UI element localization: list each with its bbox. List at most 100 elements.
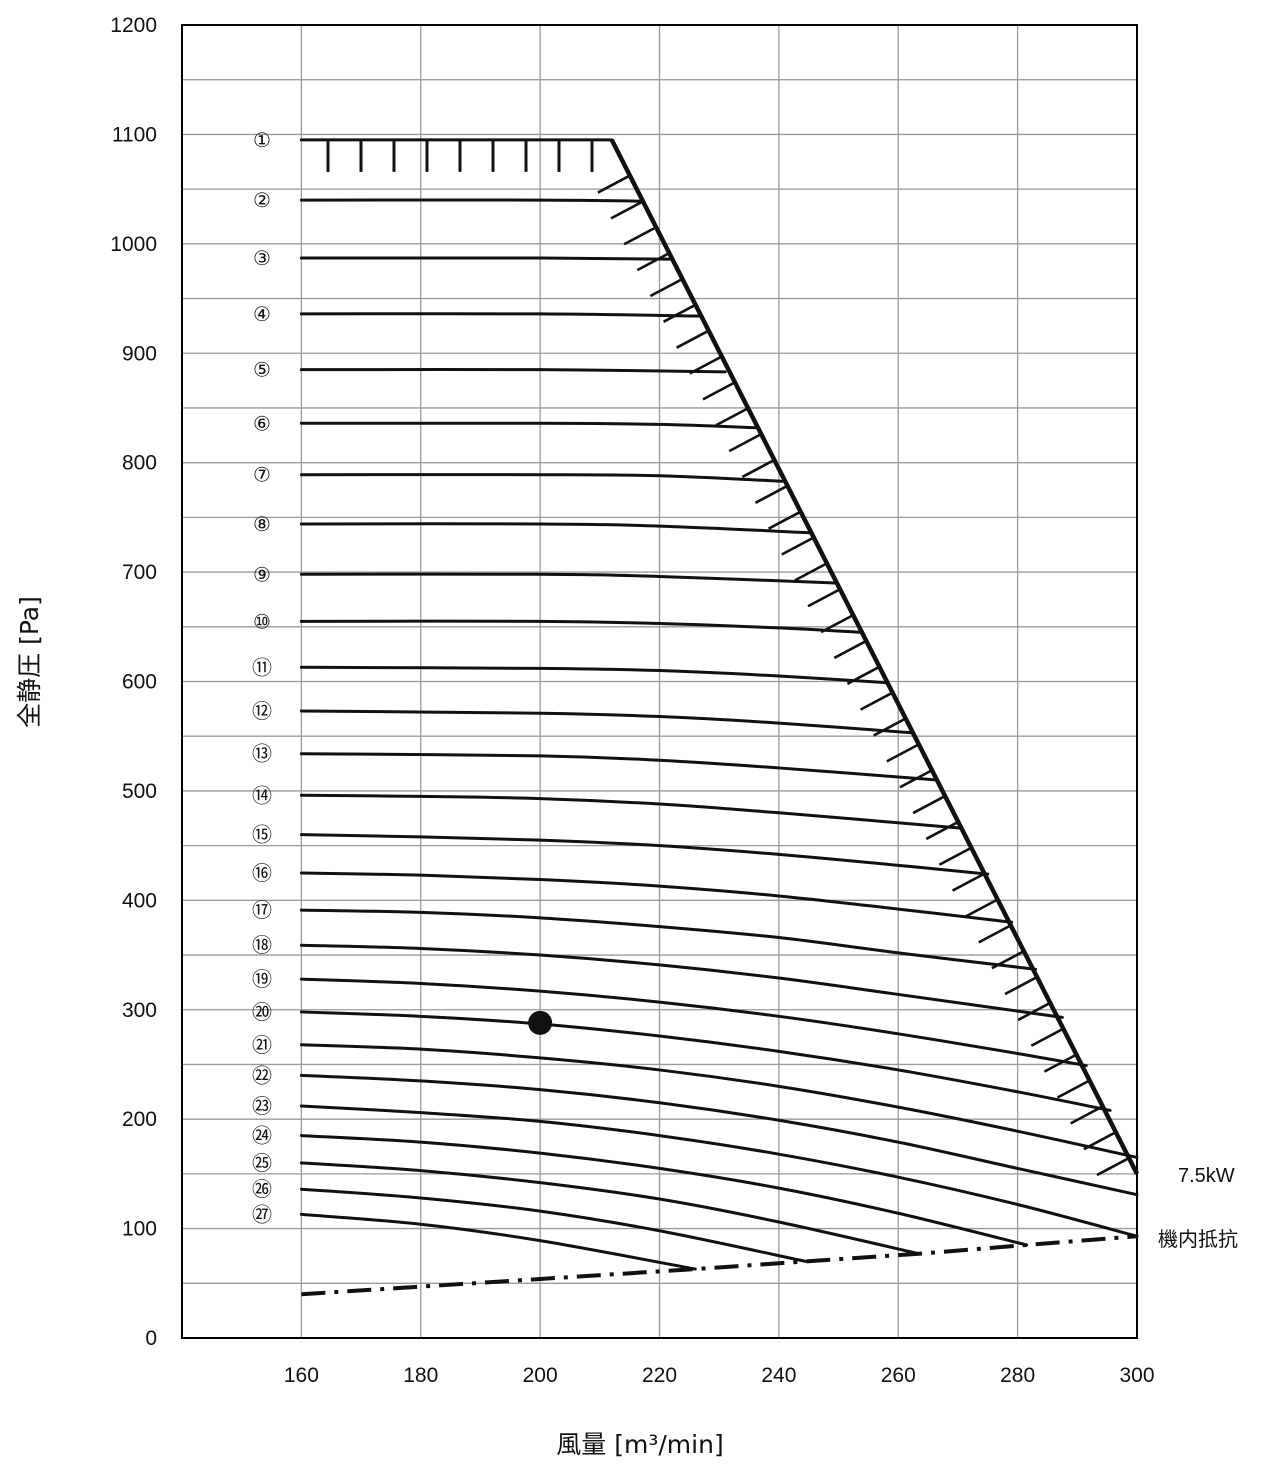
curve-line bbox=[299, 619, 861, 634]
curve-number-label: ㉓ bbox=[252, 1094, 272, 1118]
hatch-mark bbox=[623, 226, 657, 246]
y-tick-label: 600 bbox=[122, 671, 157, 694]
curve-number-label: ⑰ bbox=[252, 898, 272, 922]
resistance-line bbox=[301, 1234, 1138, 1297]
hatch-mark bbox=[715, 407, 749, 427]
curve-number-label: ⑨ bbox=[253, 562, 271, 586]
hatch-mark bbox=[807, 588, 841, 608]
hatch-mark bbox=[938, 846, 972, 866]
y-tick-label: 700 bbox=[122, 561, 157, 584]
curve-number-label: ⑤ bbox=[253, 358, 271, 382]
x-tick-label: 240 bbox=[761, 1364, 796, 1387]
plot-frame bbox=[181, 24, 1138, 1339]
internal-resistance-line bbox=[301, 1234, 1138, 1297]
curve-number-label: ㉔ bbox=[252, 1124, 272, 1148]
curve-number-label: ⑯ bbox=[252, 861, 272, 885]
hatch-mark bbox=[794, 562, 828, 582]
curve-number-label: ㉗ bbox=[252, 1202, 272, 1226]
curve-line bbox=[299, 312, 700, 318]
y-tick-label: 1100 bbox=[112, 123, 157, 146]
y-tick-label: 1000 bbox=[110, 233, 157, 256]
x-tick-label: 300 bbox=[1119, 1364, 1154, 1387]
hatch-mark bbox=[873, 717, 907, 737]
curve-number-label: ① bbox=[253, 128, 271, 152]
hatch-mark bbox=[702, 381, 736, 401]
curve-line bbox=[299, 421, 757, 430]
hatch-mark bbox=[820, 613, 854, 634]
curve-number-label: ⑦ bbox=[253, 463, 271, 487]
y-tick-label: 0 bbox=[145, 1327, 157, 1350]
hatch-mark bbox=[1030, 1027, 1064, 1047]
y-tick-label: 200 bbox=[122, 1108, 157, 1131]
curve-line bbox=[299, 833, 990, 876]
curve-line bbox=[299, 522, 811, 535]
curve-line bbox=[299, 1043, 1139, 1159]
hatch-mark bbox=[899, 769, 933, 789]
curve-number-label: ⑳ bbox=[252, 1000, 272, 1024]
curve-line bbox=[299, 572, 838, 585]
hatch-mark bbox=[767, 510, 802, 530]
curve-line bbox=[299, 943, 1064, 1019]
hatch-mark bbox=[754, 484, 789, 504]
hatch-mark bbox=[991, 950, 1025, 970]
x-tick-label: 160 bbox=[284, 1364, 319, 1387]
curve-number-label: ⑫ bbox=[252, 699, 272, 723]
hatch-mark bbox=[741, 458, 775, 479]
curve-line bbox=[299, 1010, 1112, 1112]
hatch-mark bbox=[978, 924, 1012, 944]
hatch-marks bbox=[326, 139, 1130, 1177]
hatch-mark bbox=[912, 794, 946, 815]
x-tick-label: 180 bbox=[403, 1364, 438, 1387]
y-tick-label: 900 bbox=[122, 342, 157, 365]
hatch-mark bbox=[1096, 1156, 1130, 1177]
x-tick-label: 220 bbox=[642, 1364, 677, 1387]
hatch-mark bbox=[1070, 1105, 1104, 1125]
curve-line bbox=[299, 793, 963, 830]
hatch-mark bbox=[610, 200, 644, 220]
y-tick-label: 800 bbox=[122, 452, 157, 475]
internal-resistance-label: 機内抵抗 bbox=[1158, 1228, 1238, 1251]
hatch-mark bbox=[689, 355, 723, 375]
operating-point-marker bbox=[528, 1010, 553, 1035]
curve-number-label: ④ bbox=[253, 302, 271, 326]
curve-line bbox=[299, 198, 644, 203]
y-tick-label: 1200 bbox=[110, 14, 157, 37]
y-tick-label: 500 bbox=[122, 780, 157, 803]
y-axis-title: 全静圧 [Pa] bbox=[15, 596, 44, 728]
x-tick-label: 280 bbox=[1000, 1364, 1035, 1387]
curve-number-label: ⑱ bbox=[252, 933, 272, 957]
curve-line bbox=[299, 871, 1014, 924]
tick-labels: 0 100 200 300 400 500 600 700 800 900 1000 1100 1200… bbox=[110, 14, 1154, 1387]
y-tick-label: 400 bbox=[122, 889, 157, 912]
curve-line bbox=[299, 1161, 921, 1256]
curve-line bbox=[299, 752, 939, 782]
curve-number-label: ㉖ bbox=[252, 1177, 272, 1201]
hatch-mark bbox=[728, 432, 762, 453]
hatch-mark bbox=[1083, 1131, 1117, 1151]
hatch-mark bbox=[951, 872, 986, 892]
hatch-mark bbox=[1056, 1079, 1091, 1099]
curve-line bbox=[299, 1187, 808, 1263]
curve-line bbox=[299, 977, 1088, 1068]
hatch-mark bbox=[781, 536, 815, 556]
y-tick-label: 100 bbox=[122, 1218, 157, 1241]
operating-point bbox=[528, 1010, 553, 1035]
curve-line bbox=[299, 1073, 1139, 1197]
hatch-mark bbox=[597, 174, 631, 194]
curve-number-label: ⑮ bbox=[252, 823, 272, 847]
curve-number-label: ⑲ bbox=[252, 967, 272, 991]
hatch-mark bbox=[662, 303, 697, 323]
hatch-mark bbox=[649, 277, 684, 298]
hatch-mark bbox=[833, 639, 867, 660]
limit-line bbox=[609, 138, 1140, 1175]
curve-number-label: ⑥ bbox=[253, 411, 271, 435]
x-tick-label: 200 bbox=[523, 1364, 558, 1387]
hatch-mark bbox=[1004, 975, 1038, 996]
hatch-mark bbox=[886, 743, 920, 763]
curve-line bbox=[299, 709, 915, 735]
motor-power-label: 7.5kW bbox=[1178, 1165, 1235, 1187]
x-tick-label: 260 bbox=[881, 1364, 916, 1387]
curve-line bbox=[299, 1212, 697, 1271]
